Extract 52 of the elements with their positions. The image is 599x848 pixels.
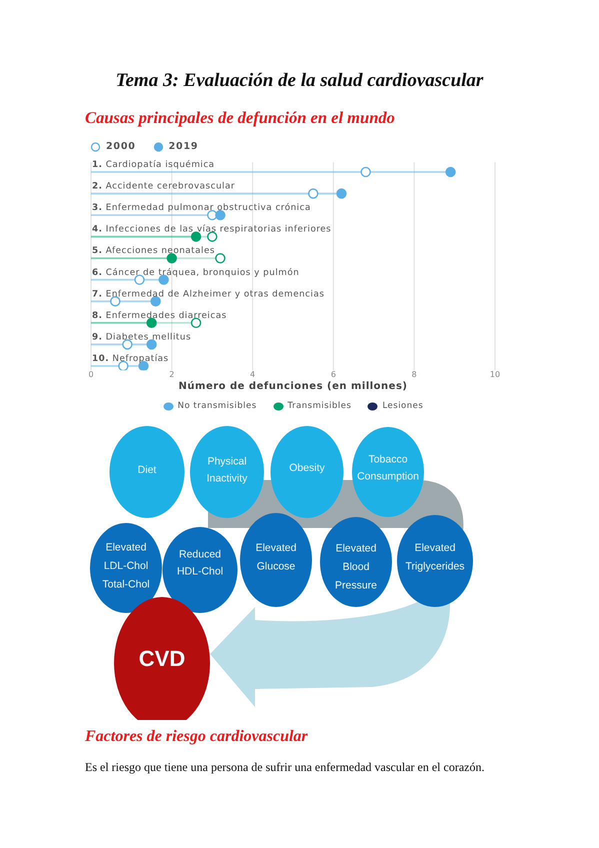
legend-label: 2019 [168,141,198,152]
y-tick-label: 1. Cardiopatía isquémica [92,159,215,170]
text: Diet [138,464,156,476]
y-tick-label: 2. Accidente cerebrovascular [92,182,235,192]
text: Physical Inactivity [206,456,248,484]
legend-label: 2000 [106,141,136,152]
point [308,188,318,199]
point [445,166,456,178]
text: Elevated Triglycerides [405,542,465,572]
point [134,274,145,285]
x-tick-label: 8 [412,370,417,379]
point [207,232,218,242]
x-tick-label: 10 [490,370,500,379]
chart-title: Tema 3: Evaluación de la salud cardiovascular [114,70,484,92]
x-axis-title: Número de defunciones (en millones) [178,381,408,392]
point [190,318,202,328]
point [146,339,157,350]
chart-subtitle: Causas principales de defunción en el mundo [85,108,395,128]
text: Elevated Glucose [256,542,297,572]
y-tick-label: 7. Enfermedad de Alzheimer y otras demencias [92,289,324,300]
text: Tobacco Consumption [357,454,420,482]
legend-label: Transmisibles [288,401,352,411]
text: Es el riesgo que tiene una persona de sufrir una enfermedad vascular en el corazón. [85,760,484,775]
x-tick-label: 0 [88,370,94,379]
y-tick-label: 6. Cáncer de tráquea, bronquios y pulmón [92,266,300,278]
point [215,210,226,220]
legend-label: Lesiones [382,401,424,411]
point [150,296,161,306]
y-tick-label: 3. Enfermedad pulmonar obstructiva crónica [92,202,311,214]
y-tick-label: 4. Infecciones de las vías respiratorias inferiores [92,224,332,235]
text: Elevated Blood Pressure [334,542,378,592]
point [166,253,177,264]
text: Reduced HDL-Chol [176,548,224,578]
point [146,318,157,328]
text: Factores de riesgo cardiovascular [85,728,308,746]
text: CVD [138,646,186,670]
y-tick-label: 8. Enfermedades diarreicas [92,310,227,321]
point [360,166,371,178]
legend-label: No transmisibles [178,401,257,411]
point [122,339,133,350]
point [336,188,347,199]
y-tick-label: 5. Afecciones neonatales [92,246,215,256]
x-tick-label: 6 [330,370,336,379]
y-tick-label: 10. Nefropatías [92,352,169,364]
point [215,253,226,264]
point [190,232,202,242]
x-tick-label: 4 [250,370,256,379]
y-tick-label: 9. Diabetes mellitus [92,332,192,342]
text: Elevated LDL-Chol Total-Chol [102,542,150,590]
x-tick-label: 2 [169,370,174,379]
point [110,296,120,306]
text: Obesity [289,462,326,474]
